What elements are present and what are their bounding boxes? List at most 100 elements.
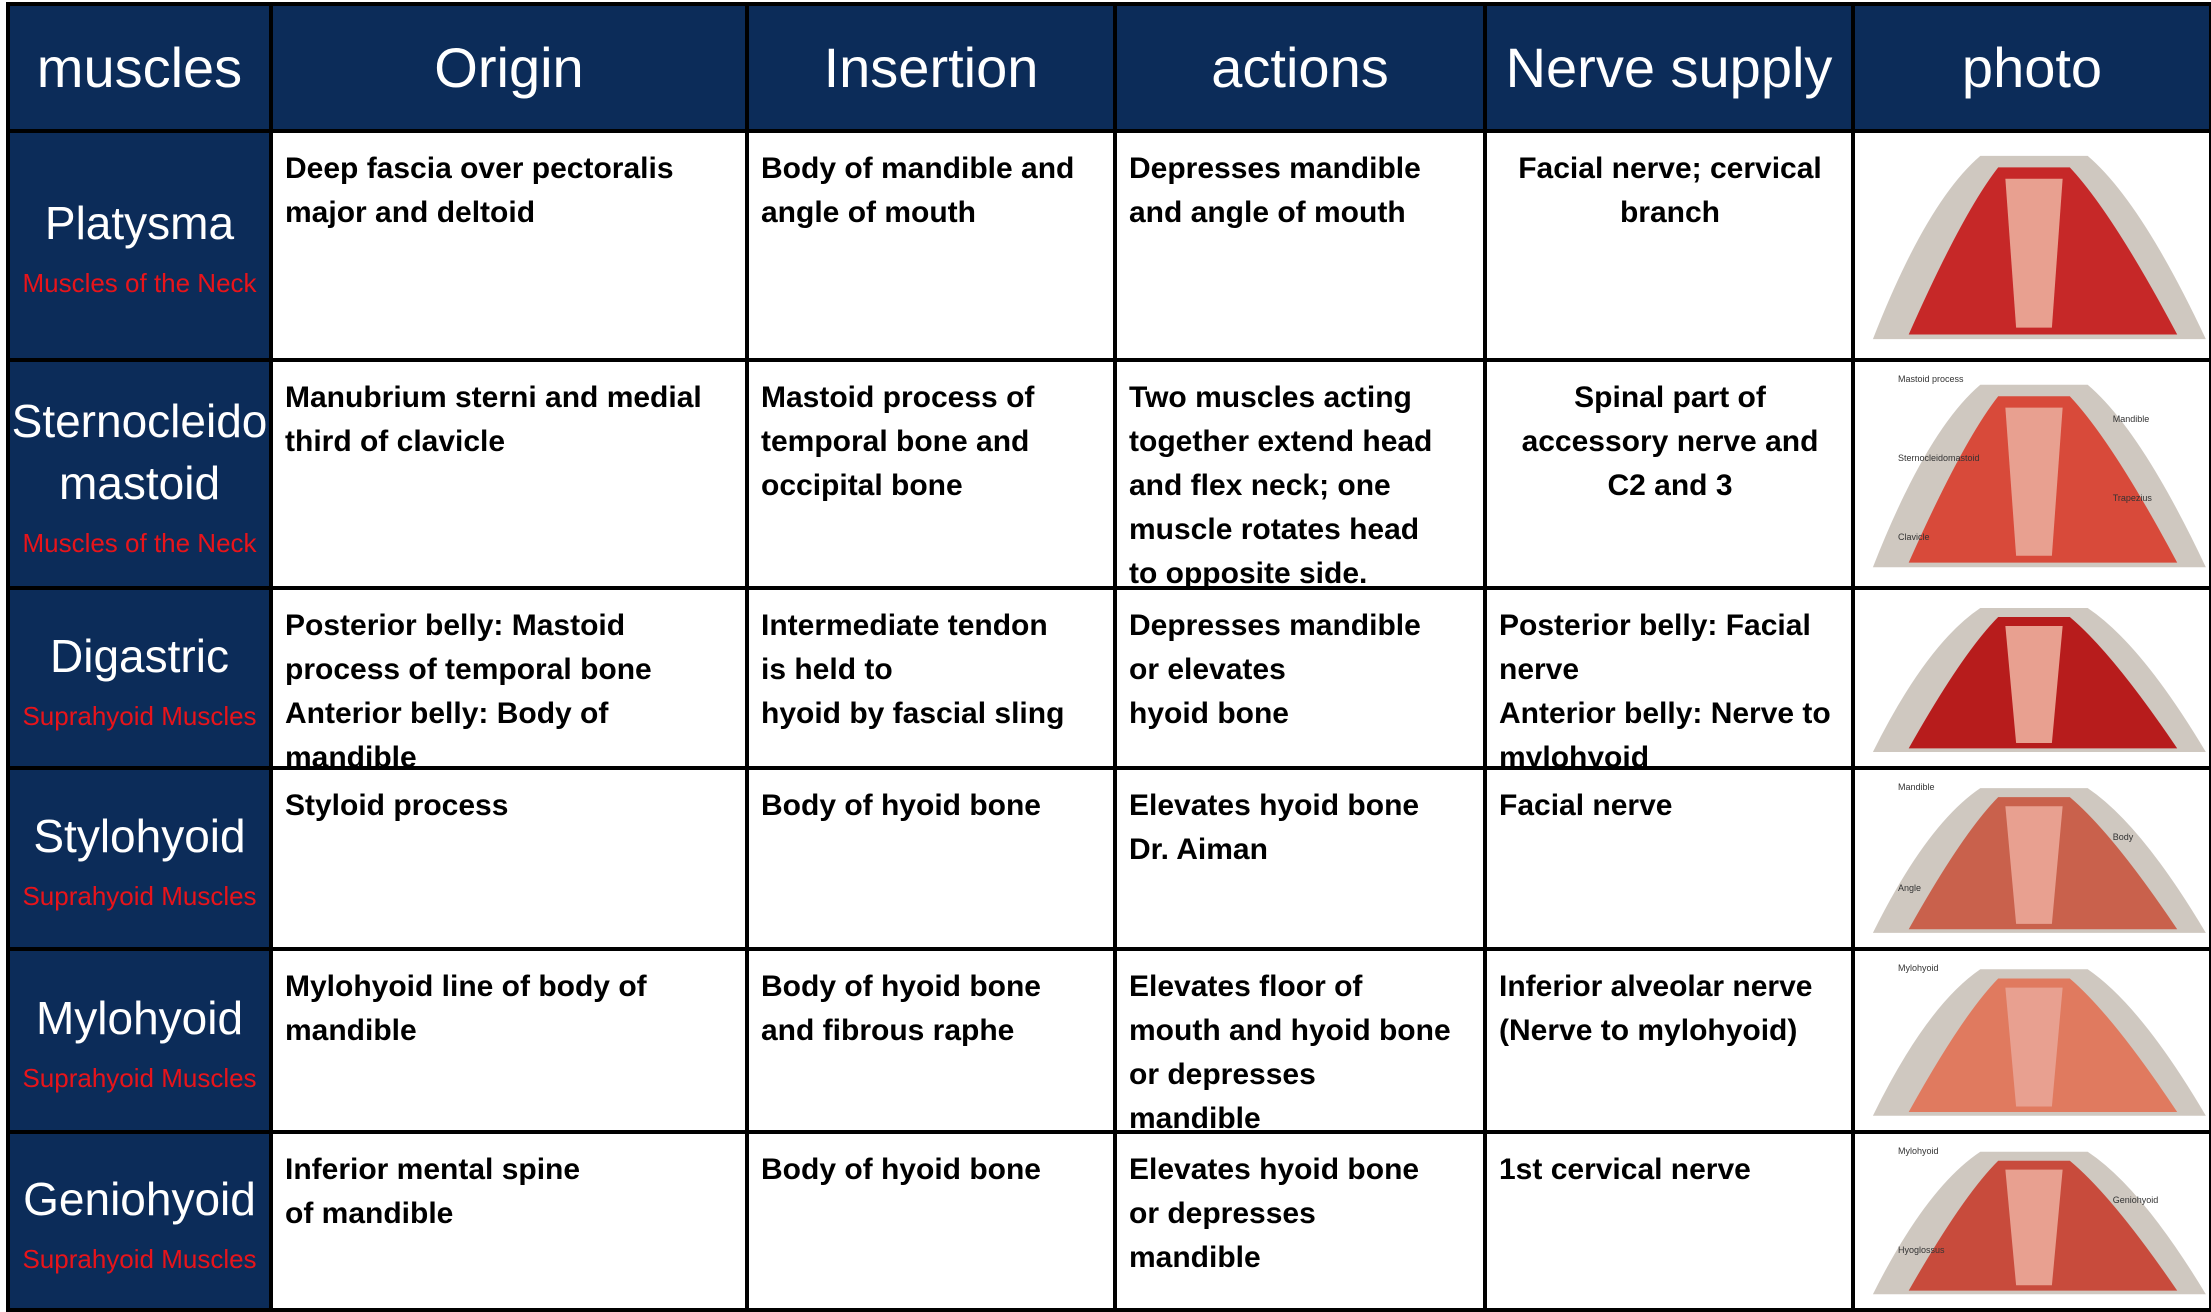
illustration-shape xyxy=(2005,407,2063,556)
cell-line: Facial nerve xyxy=(1499,789,1673,822)
cell-line: occipital bone xyxy=(761,469,963,502)
cell-line: Depresses mandible xyxy=(1129,152,1421,185)
cell-line: or depresses xyxy=(1129,1197,1316,1230)
cell-line: hyoid by fascial sling xyxy=(761,697,1065,730)
muscle-group: Muscles of the Neck xyxy=(22,268,257,298)
illustration-shape xyxy=(2005,626,2063,743)
cell-line: mandible xyxy=(285,741,417,770)
cell-line: of mandible xyxy=(285,1197,454,1230)
cell-line: Dr. Aiman xyxy=(1129,833,1268,866)
muscle-group: Muscles of the Neck xyxy=(22,527,257,558)
photo-label: Mastoid process xyxy=(1897,374,1964,384)
photo-label: Angle xyxy=(1897,882,1921,893)
photo-label: Body xyxy=(2112,832,2134,843)
cell-line: hyoid bone xyxy=(1129,697,1289,730)
text-cell: Body of mandible and angle of mouth xyxy=(745,129,1117,362)
cell-line: together extend head xyxy=(1129,425,1433,458)
cell-line: mandible xyxy=(1129,1102,1261,1134)
cell-line: third of clavicle xyxy=(285,425,506,458)
illustration-shape xyxy=(2005,178,2063,328)
muscle-group: Suprahyoid Muscles xyxy=(22,1243,257,1274)
cell-line: Body of mandible and xyxy=(761,152,1075,185)
cell-line: process of temporal bone xyxy=(285,653,652,686)
muscle-group: Suprahyoid Muscles xyxy=(22,700,257,731)
muscle-cell: Mylohyoid Suprahyoid Muscles xyxy=(6,947,273,1134)
photo-label: Mandible xyxy=(1897,782,1935,792)
muscle-cell: Platysma Muscles of the Neck xyxy=(6,129,273,362)
text-cell: 1st cervical nerve xyxy=(1483,1130,1855,1312)
photo-illustration xyxy=(1872,384,2206,568)
text-cell: Manubrium sterni and medial third of clav… xyxy=(269,358,749,590)
cell-line: Body of hyoid bone xyxy=(761,789,1041,822)
text-cell: Spinal part of accessory nerve and C2 and … xyxy=(1483,358,1855,590)
photo-label: Mylohyoid xyxy=(1897,1146,1939,1156)
cell-line: and angle of mouth xyxy=(1129,196,1406,229)
text-cell: Body of hyoid bone xyxy=(745,1130,1117,1312)
text-cell: Posterior belly: Facial nerve Anterior bel… xyxy=(1483,586,1855,770)
muscle-group: Suprahyoid Muscles xyxy=(22,881,257,911)
header-cell: Nerve supply xyxy=(1483,2,1855,133)
cell-line: Deep fascia over pectoralis xyxy=(285,152,674,185)
cell-line: or elevates xyxy=(1129,653,1286,686)
photo-cell xyxy=(1851,586,2211,770)
muscle-name: Digastric xyxy=(50,629,229,682)
muscle-group: Suprahyoid Muscles xyxy=(22,1063,257,1093)
cell-line: muscle rotates head xyxy=(1129,513,1420,546)
text-cell: Body of hyoid bone and fibrous raphe xyxy=(745,947,1117,1134)
text-cell: Inferior alveolar nerve (Nerve to mylohyo… xyxy=(1483,947,1855,1134)
cell-line: Elevates hyoid bone xyxy=(1129,789,1420,822)
cell-line: Body of hyoid bone xyxy=(761,970,1041,1003)
header-cell: Insertion xyxy=(745,2,1117,133)
photo-label: Mylohyoid xyxy=(1897,963,1939,973)
cell-line: Mylohyoid line of body of xyxy=(285,970,647,1003)
cell-line: Two muscles acting xyxy=(1129,381,1412,414)
cell-line: Posterior belly: Mastoid xyxy=(285,609,626,642)
photo-cell: Mylohyoid xyxy=(1851,947,2211,1134)
illustration-shape xyxy=(2005,1169,2063,1286)
text-cell: Two muscles acting together extend head an… xyxy=(1113,358,1487,590)
header-cell: photo xyxy=(1851,2,2211,133)
text-cell: Elevates floor of mouth and hyoid bone or … xyxy=(1113,947,1487,1134)
cell-line: major and deltoid xyxy=(285,196,536,229)
muscle-name: mastoid xyxy=(58,456,221,509)
text-cell: Body of hyoid bone xyxy=(745,766,1117,951)
cell-line: Anterior belly: Body of xyxy=(285,697,609,730)
cell-line: mandible xyxy=(285,1014,417,1047)
photo-label: Mandible xyxy=(2112,413,2150,424)
text-cell: Facial nerve xyxy=(1483,766,1855,951)
illustration-shape xyxy=(2005,806,2063,924)
text-cell: Styloid process xyxy=(269,766,749,951)
cell-line: Elevates hyoid bone xyxy=(1129,1153,1420,1186)
cell-line: is held to xyxy=(761,653,893,686)
cell-line: (Nerve to mylohyoid) xyxy=(1499,1014,1798,1047)
photo-label: Clavicle xyxy=(1897,532,1930,543)
text-cell: Facial nerve; cervical branch xyxy=(1483,129,1855,362)
muscle-name: Mylohyoid xyxy=(35,992,244,1044)
cell-line: branch xyxy=(1619,196,1721,229)
text-cell: Intermediate tendon is held to hyoid by fa… xyxy=(745,586,1117,770)
text-cell: Posterior belly: Mastoid process of tempo… xyxy=(269,586,749,770)
header-cell: muscles xyxy=(6,2,273,133)
text-cell: Depresses mandible and angle of mouth xyxy=(1113,129,1487,362)
cell-line: and fibrous raphe xyxy=(761,1014,1015,1047)
photo-illustration xyxy=(1872,155,2206,340)
cell-line: and flex neck; one xyxy=(1129,469,1391,502)
cell-line: Anterior belly: Nerve to xyxy=(1499,697,1831,730)
cell-line: to opposite side. xyxy=(1129,557,1368,590)
photo-illustration xyxy=(1872,788,2206,933)
cell-line: mandible xyxy=(1129,1241,1261,1274)
photo-cell: Mastoid process Mandible Sternocleidomasto… xyxy=(1851,358,2211,590)
muscle-name: Geniohyoid xyxy=(23,1172,256,1225)
text-cell: Deep fascia over pectoralis major and del… xyxy=(269,129,749,362)
photo-illustration xyxy=(1872,1151,2206,1295)
cell-line: Depresses mandible xyxy=(1129,609,1421,642)
cell-line: Inferior alveolar nerve xyxy=(1499,970,1813,1003)
photo-label: Sternocleidomastoid xyxy=(1897,453,1980,464)
muscle-table: muscles Origin Insertion actions Nerve suppl… xyxy=(6,2,2211,1312)
text-cell: Inferior mental spine of mandible xyxy=(269,1130,749,1312)
cell-line: Intermediate tendon xyxy=(761,609,1048,642)
muscle-cell: Digastric Suprahyoid Muscles xyxy=(6,586,273,770)
cell-line: nerve xyxy=(1499,653,1580,686)
photo-cell: Mylohyoid Geniohyoid Hyoglossus xyxy=(1851,1130,2211,1312)
header-cell: actions xyxy=(1113,2,1487,133)
